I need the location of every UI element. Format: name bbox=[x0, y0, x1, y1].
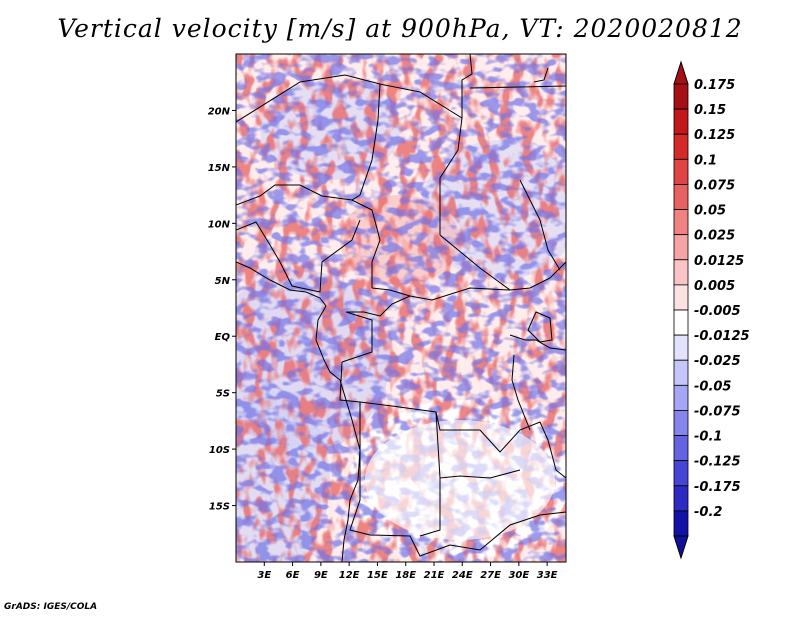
lon-tick-label: 3E bbox=[257, 570, 271, 581]
colorbar-swatch bbox=[673, 184, 689, 210]
lat-tick-label: EQ bbox=[215, 332, 231, 343]
lon-axis: 3E 6E 9E 12E 15E 18E 21E 24E 27E 30E 33E bbox=[257, 562, 558, 581]
colorbar-swatch bbox=[673, 309, 689, 336]
colorbar-swatch bbox=[673, 485, 689, 512]
lat-tick-label: 10S bbox=[209, 445, 230, 456]
colorbar-label: 0.05 bbox=[694, 204, 726, 219]
lon-tick-label: 18E bbox=[395, 570, 416, 581]
colorbar-label: -0.2 bbox=[694, 505, 722, 520]
lat-tick-label: 15S bbox=[209, 502, 230, 513]
colorbar-label: 0.005 bbox=[694, 279, 735, 294]
colorbar-label: -0.005 bbox=[694, 304, 741, 319]
colorbar-label: -0.025 bbox=[694, 354, 741, 369]
grads-credit: GrADS: IGES/COLA bbox=[4, 602, 98, 612]
colorbar-label: 0.025 bbox=[694, 229, 735, 244]
lon-tick-label: 6E bbox=[286, 570, 300, 581]
colorbar-swatch bbox=[673, 108, 689, 135]
plot-frame bbox=[235, 53, 567, 563]
lon-tick-label: 9E bbox=[314, 570, 328, 581]
colorbar-swatch bbox=[673, 234, 689, 261]
lat-tick-label: 20N bbox=[208, 106, 231, 117]
colorbar-label: -0.125 bbox=[694, 455, 741, 470]
colorbar-swatch bbox=[673, 259, 689, 286]
colorbar-swatch bbox=[673, 359, 689, 386]
lon-tick-label: 12E bbox=[339, 570, 360, 581]
lon-tick-label: 27E bbox=[480, 570, 501, 581]
colorbar-swatch bbox=[673, 435, 689, 462]
vertical-velocity-field bbox=[236, 54, 566, 562]
colorbar-label: -0.05 bbox=[694, 379, 731, 394]
colorbar-label: 0.075 bbox=[694, 178, 735, 193]
colorbar-swatch bbox=[673, 410, 689, 436]
colorbar-swatch bbox=[673, 460, 689, 487]
lat-tick-label: 5N bbox=[215, 276, 231, 287]
lon-tick-label: 15E bbox=[367, 570, 388, 581]
colorbar: 0.175 0.15 0.125 0.1 0.075 0.05 0.025 0.0125 0.0… bbox=[673, 60, 750, 560]
colorbar-label: -0.075 bbox=[694, 404, 741, 419]
colorbar-label: 0.1 bbox=[694, 153, 717, 168]
colorbar-label: 0.125 bbox=[694, 128, 735, 143]
map-title: Vertical velocity [m/s] at 900hPa, VT: 2… bbox=[57, 14, 743, 43]
lat-tick-label: 10N bbox=[208, 219, 231, 230]
colorbar-label: -0.1 bbox=[694, 430, 722, 445]
colorbar-swatch bbox=[673, 83, 689, 110]
lon-tick-label: 21E bbox=[424, 570, 445, 581]
colorbar-label: 0.175 bbox=[694, 78, 735, 93]
country-borders bbox=[236, 54, 566, 562]
colorbar-swatch bbox=[673, 334, 689, 361]
lat-tick-label: 15N bbox=[208, 163, 231, 174]
lat-tick-label: 5S bbox=[216, 389, 230, 400]
colorbar-bottom-arrow bbox=[673, 535, 689, 560]
colorbar-swatch bbox=[673, 510, 689, 537]
colorbar-label: 0.15 bbox=[694, 103, 726, 118]
colorbar-swatch bbox=[673, 284, 689, 311]
lon-tick-label: 30E bbox=[508, 570, 529, 581]
colorbar-swatch bbox=[673, 133, 689, 160]
colorbar-label: 0.0125 bbox=[694, 254, 744, 269]
colorbar-top-arrow bbox=[673, 60, 689, 85]
lon-tick-label: 24E bbox=[452, 570, 473, 581]
lon-tick-label: 33E bbox=[537, 570, 558, 581]
colorbar-swatch bbox=[673, 384, 689, 411]
lat-axis: 20N 15N 10N 5N EQ 5S 10S 15S bbox=[208, 106, 236, 513]
colorbar-label: -0.0125 bbox=[694, 329, 750, 344]
colorbar-label: -0.175 bbox=[694, 480, 741, 495]
colorbar-swatch bbox=[673, 158, 689, 185]
colorbar-swatch bbox=[673, 209, 689, 236]
